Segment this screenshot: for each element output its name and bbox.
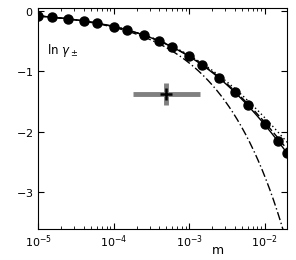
X-axis label: m: m — [211, 244, 223, 257]
Text: ln $\gamma_\pm$: ln $\gamma_\pm$ — [47, 42, 78, 60]
